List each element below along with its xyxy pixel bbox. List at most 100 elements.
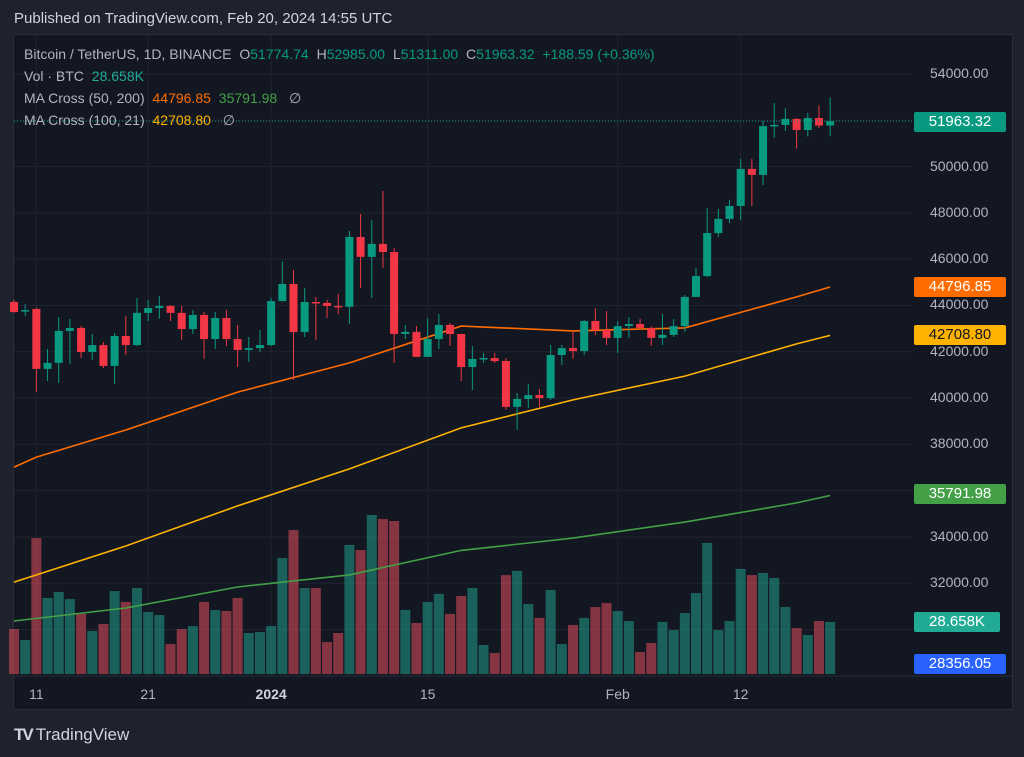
candle-body xyxy=(99,345,108,366)
volume-bar xyxy=(31,538,42,674)
price-axis-label: 48000.00 xyxy=(930,203,989,220)
volume-bar xyxy=(288,530,299,674)
ma50-value: 44796.85 xyxy=(152,90,211,106)
volume-bar xyxy=(165,644,176,674)
volume-bar xyxy=(735,568,746,674)
candle-body xyxy=(792,118,801,131)
candle-body xyxy=(311,302,320,304)
legend-ohlc[interactable]: Bitcoin / TetherUS, 1D, BINANCE O51774.7… xyxy=(24,46,655,62)
volume-bar xyxy=(724,621,735,674)
volume-bar xyxy=(623,621,634,674)
tradingview-logo-icon: TV xyxy=(14,725,34,744)
candle-body xyxy=(557,348,566,356)
volume-bar xyxy=(590,607,601,674)
candle-body xyxy=(803,117,812,131)
volume-tag: 28.658K xyxy=(914,612,1000,632)
last-price-tag: 51963.32 xyxy=(914,112,1006,132)
volume-bar xyxy=(9,628,19,674)
candle-body xyxy=(300,302,309,333)
candle-body xyxy=(624,324,633,327)
candle-body xyxy=(166,305,175,313)
blue-value-tag: 28356.05 xyxy=(914,654,1006,674)
volume-bar xyxy=(400,609,411,674)
volume-bar xyxy=(579,617,590,674)
volume-bar xyxy=(76,613,87,674)
ma100-tag: 42708.80 xyxy=(914,325,1006,345)
volume-bar xyxy=(254,632,265,674)
volume-bar xyxy=(758,572,769,674)
candle-body xyxy=(826,121,835,126)
candle-body xyxy=(244,348,253,350)
candle-body xyxy=(680,296,689,327)
legend-ma-cross-100-21[interactable]: MA Cross (100, 21) 42708.80 ∅ xyxy=(24,112,239,129)
volume-bar xyxy=(791,628,802,674)
candle-body xyxy=(580,320,589,352)
time-axis-label: 2024 xyxy=(255,686,287,702)
volume-bar xyxy=(411,623,422,674)
volume-bars xyxy=(9,515,836,674)
tradingview-logo[interactable]: TV TradingView xyxy=(14,725,129,745)
candle-body xyxy=(658,334,667,338)
hidden-icon[interactable]: ∅ xyxy=(289,90,302,106)
brand-name: TradingView xyxy=(35,725,130,744)
candle-body xyxy=(267,301,276,346)
candle-body xyxy=(501,361,510,407)
volume-bar xyxy=(489,652,500,674)
legend-volume[interactable]: Vol · BTC 28.658K xyxy=(24,68,148,84)
candles xyxy=(10,97,835,431)
candle-body xyxy=(636,324,645,328)
volume-bar xyxy=(534,617,545,674)
candle-body xyxy=(434,324,443,340)
published-caption: Published on TradingView.com, Feb 20, 20… xyxy=(14,10,393,27)
candle-body xyxy=(703,233,712,277)
volume-bar xyxy=(355,550,366,674)
volume-bar xyxy=(746,575,757,674)
ma-label: MA Cross (100, 21) xyxy=(24,112,145,128)
ma100-value: 42708.80 xyxy=(152,112,211,128)
time-axis-label: Feb xyxy=(605,686,630,702)
candle-body xyxy=(759,126,768,175)
price-axis-label: 34000.00 xyxy=(930,527,989,544)
volume-bar xyxy=(143,611,154,674)
candle-body xyxy=(412,331,421,357)
volume-bar xyxy=(344,544,355,674)
candle-body xyxy=(144,308,153,313)
candle-body xyxy=(177,312,186,330)
ma200-tag: 35791.98 xyxy=(914,484,1006,504)
volume-bar xyxy=(120,601,131,674)
price-axis-label: 46000.00 xyxy=(930,250,989,267)
candle-body xyxy=(43,362,52,369)
candle-body xyxy=(132,312,141,346)
candle-body xyxy=(669,326,678,335)
moving-averages xyxy=(13,286,831,622)
volume-bar xyxy=(243,632,254,674)
candle-body xyxy=(121,336,130,346)
time-axis-label: 11 xyxy=(29,686,44,702)
candle-body xyxy=(233,339,242,350)
hidden-icon[interactable]: ∅ xyxy=(222,112,235,128)
symbol-title[interactable]: Bitcoin / TetherUS, 1D, BINANCE xyxy=(24,46,232,62)
volume-bar xyxy=(210,609,221,674)
candle-body xyxy=(446,324,455,334)
moving-average-line xyxy=(13,494,831,622)
candle-body xyxy=(479,358,488,360)
candle-body xyxy=(725,205,734,219)
legend-ma-cross-50-200[interactable]: MA Cross (50, 200) 44796.85 35791.98 ∅ xyxy=(24,90,305,107)
candle-body xyxy=(54,330,63,363)
candle-body xyxy=(345,236,354,307)
candle-body xyxy=(334,305,343,308)
candle-body xyxy=(736,168,745,206)
time-axis-label: 12 xyxy=(732,686,749,702)
time-axis-label: 21 xyxy=(140,686,156,702)
candle-body xyxy=(323,302,332,306)
candle-body xyxy=(747,168,756,175)
ma-label: MA Cross (50, 200) xyxy=(24,90,145,106)
candle-body xyxy=(200,314,209,340)
moving-average-line xyxy=(13,286,831,468)
price-axis-label: 38000.00 xyxy=(930,435,989,452)
volume-bar xyxy=(389,521,400,674)
candle-body xyxy=(770,124,779,127)
volume-bar xyxy=(512,570,523,674)
moving-average-line xyxy=(13,334,831,583)
